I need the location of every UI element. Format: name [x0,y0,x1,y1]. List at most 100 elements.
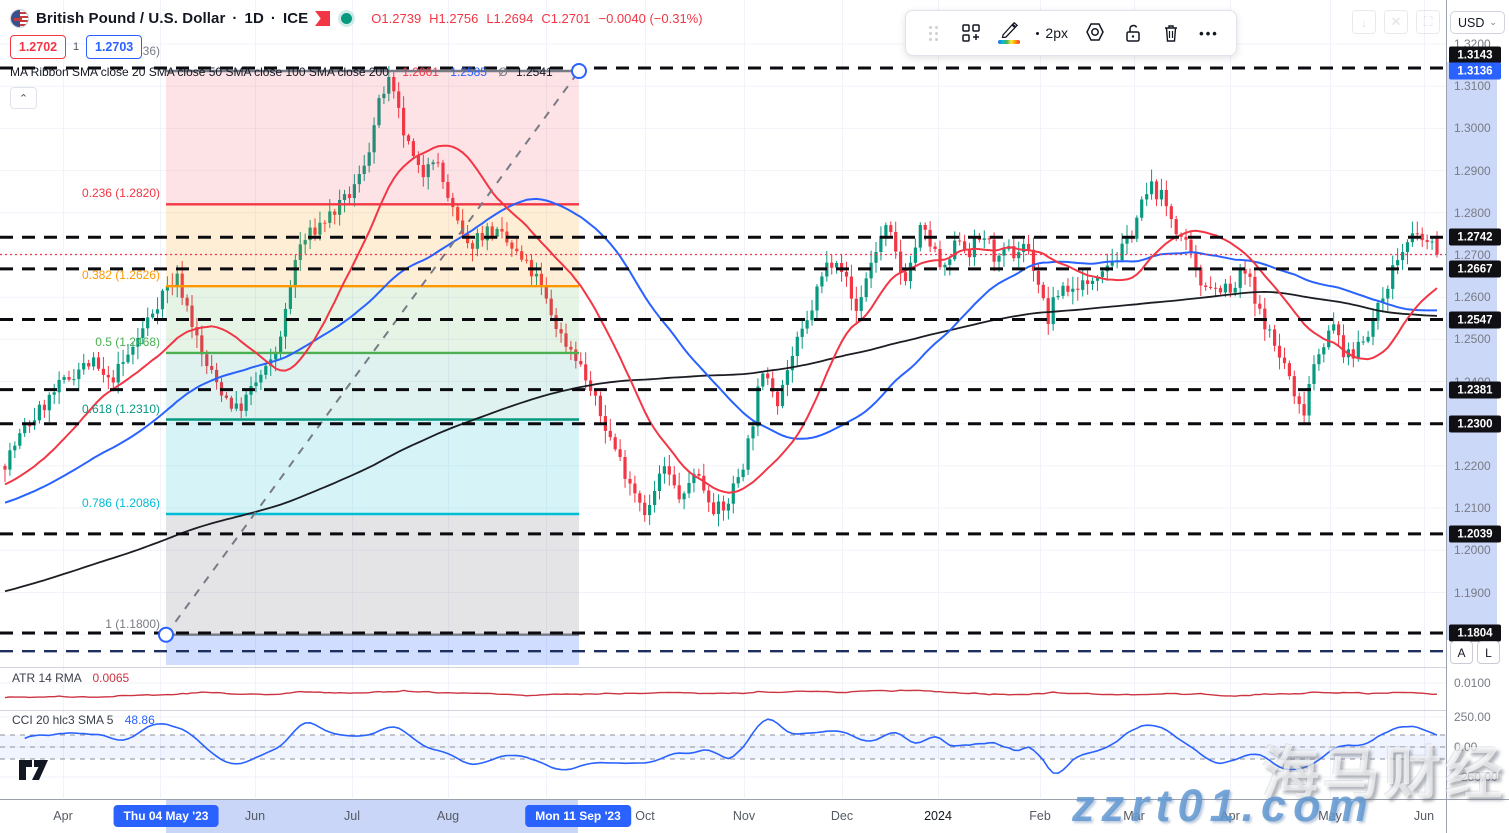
trash-icon [1165,25,1177,42]
atr-legend[interactable]: ATR 14 RMA 0.0065 [12,671,129,685]
fib-level-label: 0.786 (1.2086) [81,496,160,510]
time-axis-border [0,799,1509,800]
interval-label[interactable]: 1D [244,9,264,27]
pane-ghost-controls: ↓ ✕ ⛶ [1352,10,1440,34]
unlock-icon [1126,24,1140,42]
currency-label: USD [1458,15,1485,30]
ohlc-readout: O1.2739 H1.2756 L1.2694 C1.2701 −0.0040 … [371,11,702,26]
price-axis[interactable]: 1.3200 1.3100 1.3000 1.2900 1.2800 1.2700 1.26… [1447,0,1509,800]
price-tick: 1.2100 [1454,501,1491,515]
close-pane-icon[interactable]: ✕ [1384,10,1408,34]
price-badge: 1.2547 [1449,311,1501,329]
auto-scale-button[interactable]: A [1450,641,1473,664]
price-badge: 1.1804 [1449,624,1501,642]
line-sample-icon [1036,31,1040,35]
settings-button[interactable] [1078,16,1112,50]
exchange-separator: · [270,9,276,27]
price-tick: 1.3100 [1454,79,1491,93]
fib-level-label: 0.5 (1.2468) [95,335,160,349]
open-value: O1.2739 [371,10,422,26]
toolbar-drag-handle[interactable] [916,16,950,50]
atr-title: ATR 14 RMA [12,671,82,685]
price-axis-selection-highlight [1447,62,1497,640]
log-scale-button[interactable]: L [1477,641,1500,664]
buy-button[interactable]: 1.2703 [86,35,143,59]
indicator-scale-tick: 0.00 [1454,740,1478,754]
close-value: C1.2701 [541,10,591,26]
ma-ribbon-title: MA Ribbon SMA close 20 SMA close 50 SMA … [10,65,389,79]
price-badge: 1.2039 [1449,525,1501,543]
time-tick: Nov [732,809,756,823]
time-tick: Feb [1029,809,1051,823]
time-axis-selection-highlight [166,800,578,833]
line-width-button[interactable]: 2px [1030,16,1074,50]
fib-level-label: 0.236 (1.2820) [81,186,160,200]
delete-button[interactable] [1154,16,1188,50]
time-axis[interactable]: Apr Jun Jul Aug Oct Nov Dec 2024 Feb Mar Apr May Jun… [0,800,1446,833]
indicator-scale-tick: −250.00 [1454,770,1498,784]
currency-dropdown[interactable]: USD ⌄ [1450,11,1505,34]
color-rainbow-bar [998,40,1020,44]
gbpusd-flag-icon [10,8,29,28]
color-style-button[interactable] [992,16,1026,50]
template-grid-icon [962,24,980,42]
time-tick: Jul [344,809,360,823]
line-width-label: 2px [1045,25,1068,41]
maximize-pane-icon[interactable]: ⛶ [1416,10,1440,34]
indicator-scale-tick: 0.0100 [1454,676,1491,690]
time-tick: Apr [1220,809,1240,823]
pencil-icon [1001,22,1018,38]
interval-separator: · [232,9,238,27]
price-tick: 1.2000 [1454,543,1491,557]
price-tick: 1.2200 [1454,459,1491,473]
indicator-scale-tick: 250.00 [1454,710,1491,724]
collapse-legend-button[interactable]: ⌃ [10,87,37,109]
price-badge: 1.2300 [1449,415,1501,433]
ma-value-20: 1.2661 [402,65,439,79]
more-options-button[interactable]: ••• [1199,25,1219,41]
time-tick: Jun [1413,809,1435,823]
chevron-down-icon: ⌄ [1489,17,1497,27]
price-tick: 1.2700 [1454,248,1491,262]
cci-legend[interactable]: CCI 20 hlc3 SMA 5 48.86 [12,713,155,727]
tradingview-logo[interactable] [18,757,50,783]
price-tick: 1.2500 [1454,332,1491,346]
template-button[interactable] [954,16,988,50]
high-value: H1.2756 [429,10,479,26]
sell-button[interactable]: 1.2702 [10,35,66,59]
time-tick: Aug [436,809,460,823]
drawing-toolbar: 2px ••• [905,10,1237,56]
change-value: −0.0040 (−0.31%) [598,10,703,26]
low-value: L1.2694 [486,10,534,26]
move-pane-down-icon[interactable]: ↓ [1352,10,1376,34]
ma-avg-symbol: Ø [498,65,508,79]
symbol-title[interactable]: British Pound / U.S. Dollar [36,9,226,27]
ma-value-200: 1.2541 [516,65,553,79]
lock-button[interactable] [1116,16,1150,50]
market-status-icon[interactable] [341,12,353,24]
ma-ribbon-legend[interactable]: MA Ribbon SMA close 20 SMA close 50 SMA … [10,65,703,79]
cci-value: 48.86 [124,713,155,727]
time-badge: Mon 11 Sep '23 [525,805,631,827]
spread-value: 1 [73,41,80,53]
time-tick: Oct [635,809,655,823]
symbol-header[interactable]: British Pound / U.S. Dollar · 1D · ICE O… [10,6,703,30]
price-badge: 1.2667 [1449,260,1501,278]
exchange-label: ICE [282,9,309,27]
fib-level-label: 1 (1.1800) [105,617,160,631]
fib-level-label: 0.618 (1.2310) [81,402,160,416]
price-axis-border [1446,0,1447,833]
price-tick: 1.2600 [1454,290,1491,304]
atr-value: 0.0065 [92,671,130,685]
price-tick: 1.1900 [1454,586,1491,600]
time-tick: Apr [53,809,73,823]
axis-corner-cell[interactable] [1447,800,1509,833]
settings-hexagon-icon [1086,23,1104,41]
flag-bookmark-icon[interactable] [315,11,330,26]
cci-title: CCI 20 hlc3 SMA 5 [12,713,114,727]
price-badge: 1.3143 [1449,46,1501,64]
price-badge: 1.2742 [1449,228,1501,246]
price-tick: 1.2900 [1454,164,1491,178]
chart-canvas[interactable] [0,0,1447,800]
